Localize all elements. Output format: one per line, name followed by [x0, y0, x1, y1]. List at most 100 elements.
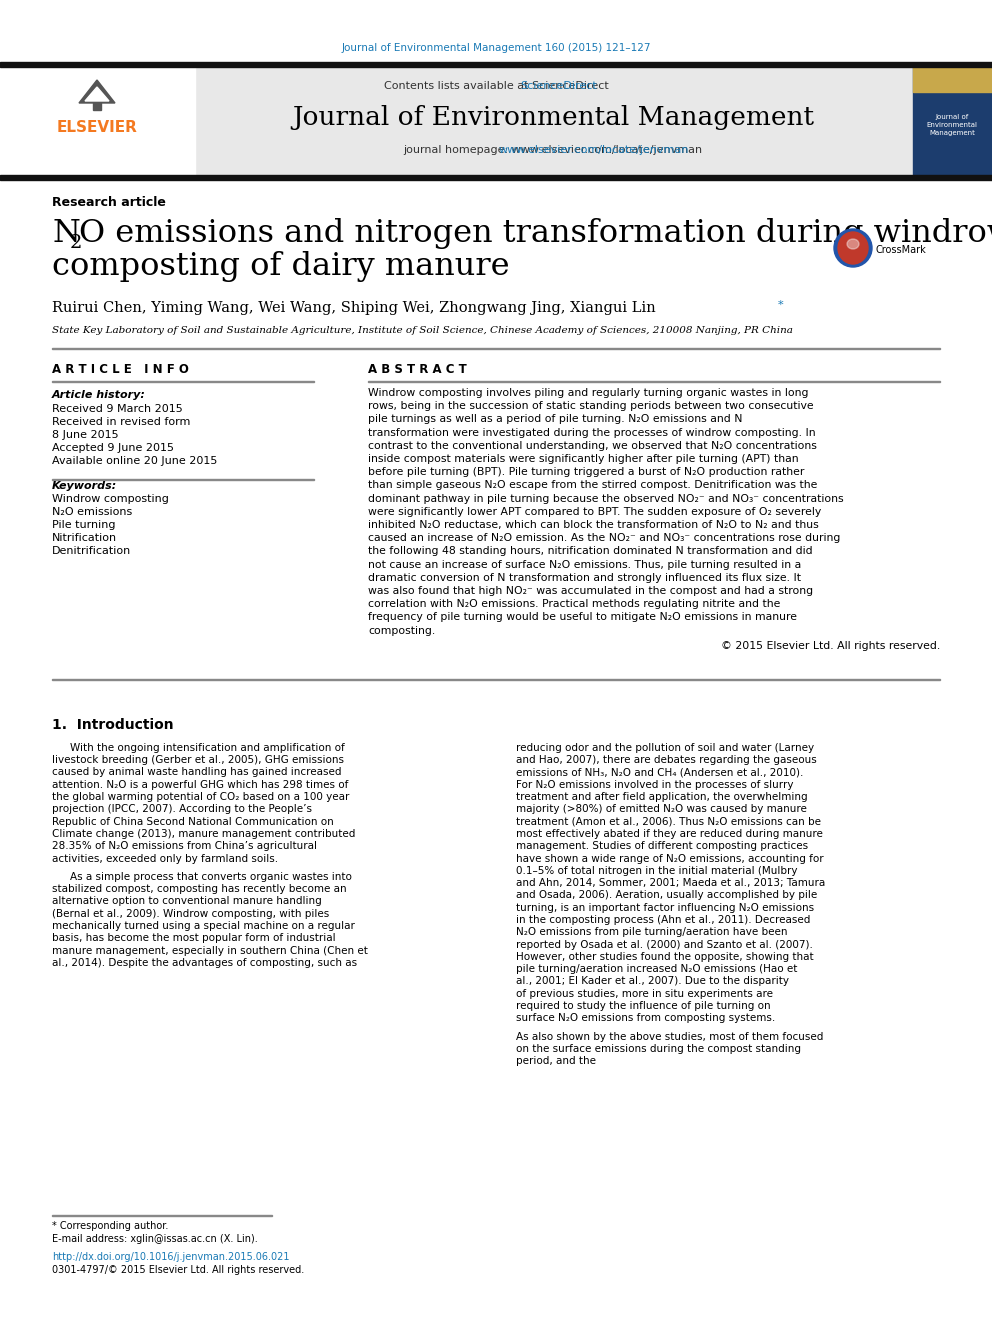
Text: N₂O emissions from pile turning/aeration have been: N₂O emissions from pile turning/aeration… — [516, 927, 788, 937]
Text: Ruirui Chen, Yiming Wang, Wei Wang, Shiping Wei, Zhongwang Jing, Xiangui Lin: Ruirui Chen, Yiming Wang, Wei Wang, Ship… — [52, 302, 656, 315]
Text: projection (IPCC, 2007). According to the People’s: projection (IPCC, 2007). According to th… — [52, 804, 312, 814]
Bar — [195, 67, 913, 175]
Text: N: N — [52, 218, 80, 249]
Text: Journal of
Environmental
Management: Journal of Environmental Management — [927, 114, 977, 136]
Text: Windrow composting involves piling and regularly turning organic wastes in long: Windrow composting involves piling and r… — [368, 388, 808, 398]
Text: caused by animal waste handling has gained increased: caused by animal waste handling has gain… — [52, 767, 341, 778]
Text: treatment (Amon et al., 2006). Thus N₂O emissions can be: treatment (Amon et al., 2006). Thus N₂O … — [516, 816, 821, 827]
Text: not cause an increase of surface N₂O emissions. Thus, pile turning resulted in a: not cause an increase of surface N₂O emi… — [368, 560, 802, 570]
Text: was also found that high NO₂⁻ was accumulated in the compost and had a strong: was also found that high NO₂⁻ was accumu… — [368, 586, 813, 595]
Text: E-mail address: xglin@issas.ac.cn (X. Lin).: E-mail address: xglin@issas.ac.cn (X. Li… — [52, 1234, 258, 1244]
Polygon shape — [79, 79, 115, 103]
Bar — [0, 62, 992, 67]
Text: majority (>80%) of emitted N₂O was caused by manure: majority (>80%) of emitted N₂O was cause… — [516, 804, 806, 814]
Text: al., 2001; El Kader et al., 2007). Due to the disparity: al., 2001; El Kader et al., 2007). Due t… — [516, 976, 789, 987]
Text: Accepted 9 June 2015: Accepted 9 June 2015 — [52, 443, 174, 452]
Text: * Corresponding author.: * Corresponding author. — [52, 1221, 169, 1230]
Text: (Bernal et al., 2009). Windrow composting, with piles: (Bernal et al., 2009). Windrow compostin… — [52, 909, 329, 918]
Text: composting of dairy manure: composting of dairy manure — [52, 251, 510, 282]
Bar — [0, 67, 195, 175]
Text: CrossMark: CrossMark — [876, 245, 927, 255]
Text: A R T I C L E   I N F O: A R T I C L E I N F O — [52, 363, 188, 376]
Text: O emissions and nitrogen transformation during windrow: O emissions and nitrogen transformation … — [79, 218, 992, 249]
Bar — [913, 67, 992, 93]
Text: Journal of Environmental Management 160 (2015) 121–127: Journal of Environmental Management 160 … — [341, 44, 651, 53]
Text: inside compost materials were significantly higher after pile turning (APT) than: inside compost materials were significan… — [368, 454, 799, 464]
Text: on the surface emissions during the compost standing: on the surface emissions during the comp… — [516, 1044, 801, 1054]
Text: pile turning/aeration increased N₂O emissions (Hao et: pile turning/aeration increased N₂O emis… — [516, 964, 798, 974]
Text: 2: 2 — [70, 234, 82, 251]
Text: mechanically turned using a special machine on a regular: mechanically turned using a special mach… — [52, 921, 355, 931]
Text: basis, has become the most popular form of industrial: basis, has become the most popular form … — [52, 933, 335, 943]
Text: State Key Laboratory of Soil and Sustainable Agriculture, Institute of Soil Scie: State Key Laboratory of Soil and Sustain… — [52, 325, 793, 335]
Text: journal homepage: www.elsevier.com/locate/jenvman: journal homepage: www.elsevier.com/locat… — [404, 146, 702, 155]
Text: activities, exceeded only by farmland soils.: activities, exceeded only by farmland so… — [52, 853, 278, 864]
Text: 0301-4797/© 2015 Elsevier Ltd. All rights reserved.: 0301-4797/© 2015 Elsevier Ltd. All right… — [52, 1265, 305, 1275]
Text: period, and the: period, and the — [516, 1056, 596, 1066]
Text: Nitrification: Nitrification — [52, 533, 117, 542]
Text: contrast to the conventional understanding, we observed that N₂O concentrations: contrast to the conventional understandi… — [368, 441, 816, 451]
Text: reported by Osada et al. (2000) and Szanto et al. (2007).: reported by Osada et al. (2000) and Szan… — [516, 939, 812, 950]
Ellipse shape — [847, 239, 859, 249]
Text: dramatic conversion of N transformation and strongly influenced its flux size. I: dramatic conversion of N transformation … — [368, 573, 801, 583]
Text: Received in revised form: Received in revised form — [52, 417, 190, 427]
Text: http://dx.doi.org/10.1016/j.jenvman.2015.06.021: http://dx.doi.org/10.1016/j.jenvman.2015… — [52, 1252, 290, 1262]
Text: and Ahn, 2014, Sommer, 2001; Maeda et al., 2013; Tamura: and Ahn, 2014, Sommer, 2001; Maeda et al… — [516, 878, 825, 888]
Text: alternative option to conventional manure handling: alternative option to conventional manur… — [52, 897, 321, 906]
Text: Climate change (2013), manure management contributed: Climate change (2013), manure management… — [52, 830, 355, 839]
Text: Windrow composting: Windrow composting — [52, 493, 169, 504]
Text: of previous studies, more in situ experiments are: of previous studies, more in situ experi… — [516, 988, 773, 999]
Text: in the composting process (Ahn et al., 2011). Decreased: in the composting process (Ahn et al., 2… — [516, 916, 810, 925]
Ellipse shape — [838, 232, 868, 265]
Text: inhibited N₂O reductase, which can block the transformation of N₂O to N₂ and thu: inhibited N₂O reductase, which can block… — [368, 520, 818, 531]
Text: the global warming potential of CO₂ based on a 100 year: the global warming potential of CO₂ base… — [52, 792, 349, 802]
Text: However, other studies found the opposite, showing that: However, other studies found the opposit… — [516, 953, 813, 962]
Text: livestock breeding (Gerber et al., 2005), GHG emissions: livestock breeding (Gerber et al., 2005)… — [52, 755, 344, 765]
Ellipse shape — [834, 229, 872, 267]
Text: www.elsevier.com/locate/jenvman: www.elsevier.com/locate/jenvman — [498, 146, 688, 155]
Text: ScienceDirect: ScienceDirect — [521, 81, 597, 91]
Text: most effectively abated if they are reduced during manure: most effectively abated if they are redu… — [516, 830, 823, 839]
Text: For N₂O emissions involved in the processes of slurry: For N₂O emissions involved in the proces… — [516, 779, 794, 790]
Polygon shape — [93, 101, 101, 110]
Text: Article history:: Article history: — [52, 390, 146, 400]
Text: required to study the influence of pile turning on: required to study the influence of pile … — [516, 1002, 771, 1011]
Text: reducing odor and the pollution of soil and water (Larney: reducing odor and the pollution of soil … — [516, 742, 814, 753]
Text: dominant pathway in pile turning because the observed NO₂⁻ and NO₃⁻ concentratio: dominant pathway in pile turning because… — [368, 493, 843, 504]
Polygon shape — [85, 87, 109, 101]
Text: Republic of China Second National Communication on: Republic of China Second National Commun… — [52, 816, 333, 827]
Text: Research article: Research article — [52, 197, 166, 209]
Text: A B S T R A C T: A B S T R A C T — [368, 363, 467, 376]
Text: manure management, especially in southern China (Chen et: manure management, especially in souther… — [52, 946, 368, 955]
Text: and Osada, 2006). Aeration, usually accomplished by pile: and Osada, 2006). Aeration, usually acco… — [516, 890, 817, 901]
Text: Keywords:: Keywords: — [52, 482, 117, 491]
Text: than simple gaseous N₂O escape from the stirred compost. Denitrification was the: than simple gaseous N₂O escape from the … — [368, 480, 817, 491]
Bar — [913, 67, 992, 175]
Text: Denitrification: Denitrification — [52, 546, 131, 556]
Text: 28.35% of N₂O emissions from China’s agricultural: 28.35% of N₂O emissions from China’s agr… — [52, 841, 317, 851]
Text: Received 9 March 2015: Received 9 March 2015 — [52, 404, 183, 414]
Text: © 2015 Elsevier Ltd. All rights reserved.: © 2015 Elsevier Ltd. All rights reserved… — [721, 640, 940, 651]
Text: treatment and after field application, the overwhelming: treatment and after field application, t… — [516, 792, 807, 802]
Text: correlation with N₂O emissions. Practical methods regulating nitrite and the: correlation with N₂O emissions. Practica… — [368, 599, 781, 609]
Text: management. Studies of different composting practices: management. Studies of different compost… — [516, 841, 808, 851]
Text: 1.  Introduction: 1. Introduction — [52, 718, 174, 732]
Text: composting.: composting. — [368, 626, 435, 635]
Text: Available online 20 June 2015: Available online 20 June 2015 — [52, 456, 217, 466]
Text: As also shown by the above studies, most of them focused: As also shown by the above studies, most… — [516, 1032, 823, 1041]
Text: Pile turning: Pile turning — [52, 520, 115, 531]
Text: have shown a wide range of N₂O emissions, accounting for: have shown a wide range of N₂O emissions… — [516, 853, 823, 864]
Text: *: * — [778, 300, 784, 310]
Text: emissions of NH₃, N₂O and CH₄ (Andersen et al., 2010).: emissions of NH₃, N₂O and CH₄ (Andersen … — [516, 767, 804, 778]
Text: 0.1–5% of total nitrogen in the initial material (Mulbry: 0.1–5% of total nitrogen in the initial … — [516, 865, 798, 876]
Text: surface N₂O emissions from composting systems.: surface N₂O emissions from composting sy… — [516, 1013, 776, 1024]
Text: Contents lists available at ScienceDirect: Contents lists available at ScienceDirec… — [384, 81, 608, 91]
Text: rows, being in the succession of static standing periods between two consecutive: rows, being in the succession of static … — [368, 401, 813, 411]
Text: caused an increase of N₂O emission. As the NO₂⁻ and NO₃⁻ concentrations rose dur: caused an increase of N₂O emission. As t… — [368, 533, 840, 544]
Text: turning, is an important factor influencing N₂O emissions: turning, is an important factor influenc… — [516, 902, 814, 913]
Text: transformation were investigated during the processes of windrow composting. In: transformation were investigated during … — [368, 427, 815, 438]
Text: N₂O emissions: N₂O emissions — [52, 507, 132, 517]
Text: With the ongoing intensification and amplification of: With the ongoing intensification and amp… — [70, 742, 345, 753]
Text: were significantly lower APT compared to BPT. The sudden exposure of O₂ severely: were significantly lower APT compared to… — [368, 507, 821, 517]
Text: frequency of pile turning would be useful to mitigate N₂O emissions in manure: frequency of pile turning would be usefu… — [368, 613, 797, 622]
